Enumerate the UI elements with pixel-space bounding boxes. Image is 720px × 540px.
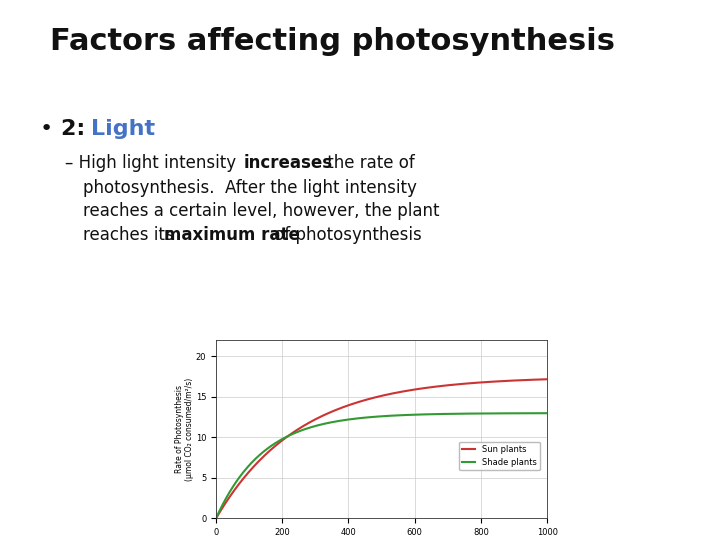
- Text: reaches a certain level, however, the plant: reaches a certain level, however, the pl…: [83, 202, 439, 220]
- Text: increases: increases: [243, 154, 333, 172]
- Text: photosynthesis.  After the light intensity: photosynthesis. After the light intensit…: [83, 179, 417, 197]
- Text: reaches its: reaches its: [83, 226, 179, 244]
- Text: of photosynthesis: of photosynthesis: [269, 226, 422, 244]
- Y-axis label: Rate of Photosynthesis
(μmol CO₂ consumed/m²/s): Rate of Photosynthesis (μmol CO₂ consume…: [175, 377, 194, 481]
- Text: – High light intensity: – High light intensity: [65, 154, 241, 172]
- Text: the rate of: the rate of: [322, 154, 415, 172]
- Text: Rates of Photosynthesis: Rates of Photosynthesis: [310, 327, 453, 337]
- Text: •: •: [40, 119, 53, 139]
- Text: maximum rate: maximum rate: [164, 226, 300, 244]
- Text: Factors affecting photosynthesis: Factors affecting photosynthesis: [50, 27, 616, 56]
- Text: Light: Light: [91, 119, 156, 139]
- Legend: Sun plants, Shade plants: Sun plants, Shade plants: [459, 442, 540, 470]
- Text: 2:: 2:: [61, 119, 93, 139]
